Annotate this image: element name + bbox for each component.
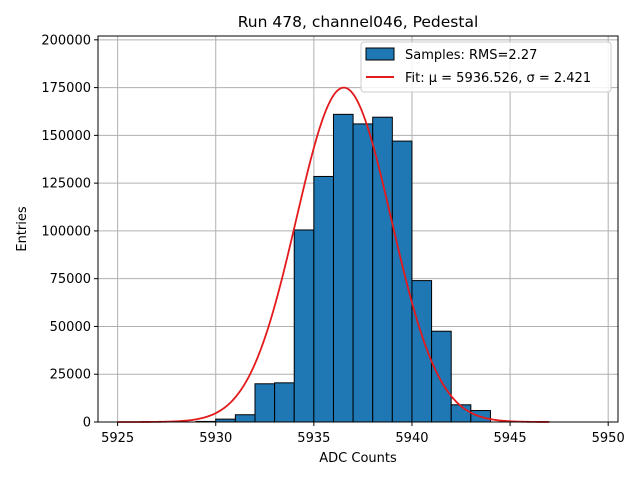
y-tick-label: 50000 xyxy=(50,320,91,335)
fit-curve-layer xyxy=(117,86,550,423)
histogram-bar xyxy=(391,140,413,423)
x-axis: 5925 5930 5935 5940 5945 5950 xyxy=(101,422,625,446)
legend-samples-label: Samples: RMS=2.27 xyxy=(405,48,537,63)
x-tick-label: 5935 xyxy=(297,431,330,446)
y-tick-label: 150000 xyxy=(41,129,91,144)
chart-title: Run 478, channel046, Pedestal xyxy=(238,13,479,31)
plot-frame xyxy=(97,35,619,423)
y-tick-label: 75000 xyxy=(50,272,91,287)
plot-area xyxy=(97,35,619,423)
y-tick-label: 25000 xyxy=(50,368,91,383)
histogram-bar xyxy=(254,383,276,423)
legend-box xyxy=(360,41,612,93)
gaussian-fit-curve xyxy=(117,86,550,423)
histogram-bar xyxy=(352,123,374,423)
histogram-bar xyxy=(411,280,433,423)
legend-samples-swatch xyxy=(365,47,395,61)
y-axis-title: Entries xyxy=(15,206,30,252)
x-tick-label: 5945 xyxy=(494,431,527,446)
histogram-bar xyxy=(450,404,472,423)
x-tick-label: 5950 xyxy=(592,431,625,446)
histogram-bar xyxy=(332,113,354,423)
legend: Samples: RMS=2.27 Fit: μ = 5936.526, σ =… xyxy=(360,41,612,93)
y-tick-label: 125000 xyxy=(41,177,91,192)
legend-fit-label: Fit: μ = 5936.526, σ = 2.421 xyxy=(405,71,591,86)
histogram-bar xyxy=(372,116,393,423)
y-tick-label: 175000 xyxy=(41,81,91,96)
histogram-bar xyxy=(313,175,334,423)
x-tick-label: 5930 xyxy=(199,431,232,446)
x-tick-label: 5925 xyxy=(101,431,134,446)
y-tick-label: 200000 xyxy=(41,33,91,48)
histogram-bar xyxy=(234,414,256,423)
x-tick-label: 5940 xyxy=(395,431,428,446)
y-tick-label: 0 xyxy=(83,416,91,431)
y-axis: 0 25000 50000 75000 100000 125000 150000 175000… xyxy=(41,33,98,431)
histogram-bar xyxy=(274,382,295,423)
y-tick-label: 100000 xyxy=(41,224,91,239)
histogram-bar xyxy=(431,330,452,423)
x-axis-title: ADC Counts xyxy=(319,451,397,466)
histogram-bar xyxy=(293,229,315,423)
